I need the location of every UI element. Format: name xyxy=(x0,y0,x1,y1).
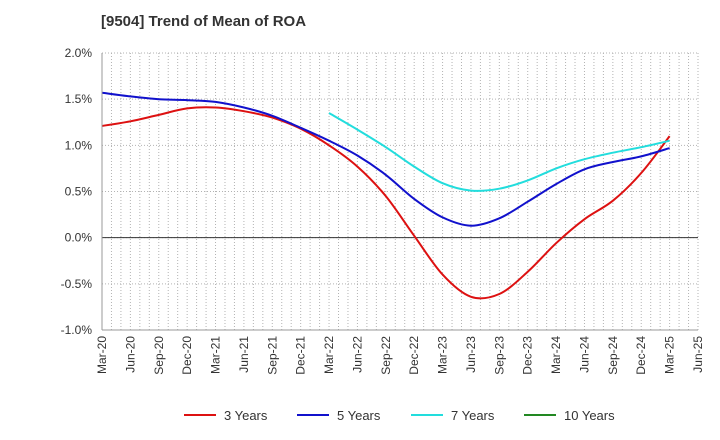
y-tick-label: 0.5% xyxy=(65,185,93,199)
series-line-7-years xyxy=(328,112,670,192)
x-tick-label: Dec-20 xyxy=(180,336,194,375)
y-tick-label: -0.5% xyxy=(61,277,93,291)
legend-label-7-years: 7 Years xyxy=(451,408,495,423)
x-tick-label: Mar-23 xyxy=(436,336,450,374)
x-tick-label: Sep-23 xyxy=(492,336,506,375)
x-tick-label: Jun-21 xyxy=(237,336,251,373)
x-tick-label: Sep-22 xyxy=(379,336,393,375)
x-tick-label: Dec-21 xyxy=(294,336,308,375)
x-tick-label: Jun-22 xyxy=(350,336,364,373)
legend-label-5-years: 5 Years xyxy=(337,408,381,423)
x-tick-label: Jun-20 xyxy=(123,336,137,373)
x-tick-label: Dec-23 xyxy=(521,336,535,375)
x-tick-label: Jun-25 xyxy=(691,336,705,373)
y-tick-label: -1.0% xyxy=(61,323,93,337)
x-tick-label: Mar-25 xyxy=(663,336,677,374)
x-tick-label: Mar-22 xyxy=(322,336,336,374)
x-axis-ticks: Mar-20 Jun-20 Sep-20 Dec-20 Mar-21 Jun-21 Sep-… xyxy=(95,336,705,375)
x-tick-label: Jun-23 xyxy=(464,336,478,373)
series-line-5-years xyxy=(101,91,670,227)
x-tick-label: Sep-24 xyxy=(606,336,620,375)
y-tick-label: 1.5% xyxy=(65,92,93,106)
legend-label-3-years: 3 Years xyxy=(224,408,268,423)
y-tick-label: 0.0% xyxy=(65,231,93,245)
series-line-3-years xyxy=(101,106,671,300)
legend: 3 Years 5 Years 7 Years 10 Years xyxy=(184,408,615,423)
x-tick-label: Mar-24 xyxy=(549,336,563,374)
chart-title: [9504] Trend of Mean of ROA xyxy=(101,13,307,30)
x-tick-label: Dec-22 xyxy=(407,336,421,375)
legend-label-10-years: 10 Years xyxy=(564,408,615,423)
x-tick-label: Dec-24 xyxy=(634,336,648,375)
x-tick-label: Sep-20 xyxy=(152,336,166,375)
x-tick-label: Sep-21 xyxy=(265,336,279,375)
y-axis-ticks: -1.0% -0.5% 0.0% 0.5% 1.0% 1.5% 2.0% xyxy=(61,46,93,337)
x-tick-label: Jun-24 xyxy=(577,336,591,373)
y-tick-label: 1.0% xyxy=(65,138,93,152)
y-tick-label: 2.0% xyxy=(65,46,93,60)
x-tick-label: Mar-21 xyxy=(209,336,223,374)
series-lines xyxy=(101,91,671,300)
x-tick-label: Mar-20 xyxy=(95,336,109,374)
